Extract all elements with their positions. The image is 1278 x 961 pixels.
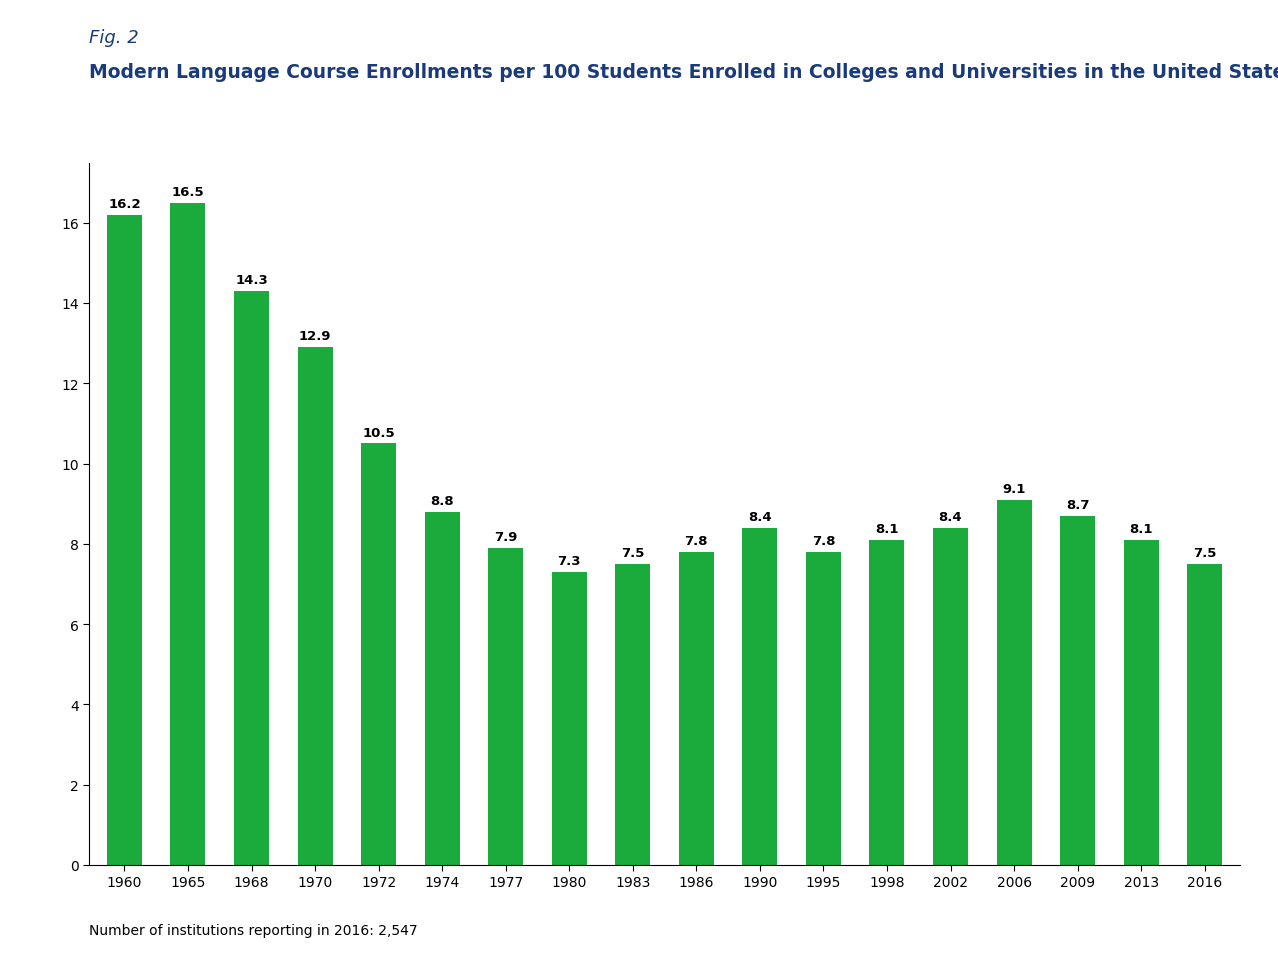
- Bar: [743, 529, 777, 865]
- Bar: [679, 553, 714, 865]
- Bar: [869, 540, 905, 865]
- Bar: [806, 553, 841, 865]
- Text: 8.4: 8.4: [939, 510, 962, 524]
- Bar: [615, 564, 651, 865]
- Text: Modern Language Course Enrollments per 100 Students Enrolled in Colleges and Uni: Modern Language Course Enrollments per 1…: [89, 62, 1278, 82]
- Text: 16.2: 16.2: [109, 198, 141, 210]
- Bar: [1061, 516, 1095, 865]
- Text: 9.1: 9.1: [1002, 482, 1026, 495]
- Bar: [1187, 564, 1222, 865]
- Text: 8.1: 8.1: [1130, 523, 1153, 535]
- Text: 14.3: 14.3: [235, 274, 268, 286]
- Bar: [997, 500, 1031, 865]
- Bar: [1123, 540, 1159, 865]
- Text: 12.9: 12.9: [299, 330, 331, 343]
- Bar: [298, 348, 332, 865]
- Bar: [234, 291, 268, 865]
- Text: 7.8: 7.8: [685, 534, 708, 548]
- Text: Number of institutions reporting in 2016: 2,547: Number of institutions reporting in 2016…: [89, 923, 418, 937]
- Text: 7.8: 7.8: [812, 534, 836, 548]
- Bar: [362, 444, 396, 865]
- Text: 7.5: 7.5: [1194, 547, 1217, 559]
- Text: 7.3: 7.3: [557, 554, 581, 567]
- Text: 10.5: 10.5: [362, 426, 395, 439]
- Text: 16.5: 16.5: [171, 185, 204, 199]
- Bar: [933, 529, 967, 865]
- Bar: [170, 204, 206, 865]
- Bar: [424, 512, 460, 865]
- Text: 8.1: 8.1: [875, 523, 898, 535]
- Text: 8.7: 8.7: [1066, 499, 1089, 511]
- Bar: [552, 572, 587, 865]
- Text: 8.8: 8.8: [431, 494, 454, 507]
- Bar: [107, 215, 142, 865]
- Bar: [488, 548, 523, 865]
- Text: 7.5: 7.5: [621, 547, 644, 559]
- Text: Fig. 2: Fig. 2: [89, 29, 139, 47]
- Text: 7.9: 7.9: [495, 530, 518, 543]
- Text: 8.4: 8.4: [748, 510, 772, 524]
